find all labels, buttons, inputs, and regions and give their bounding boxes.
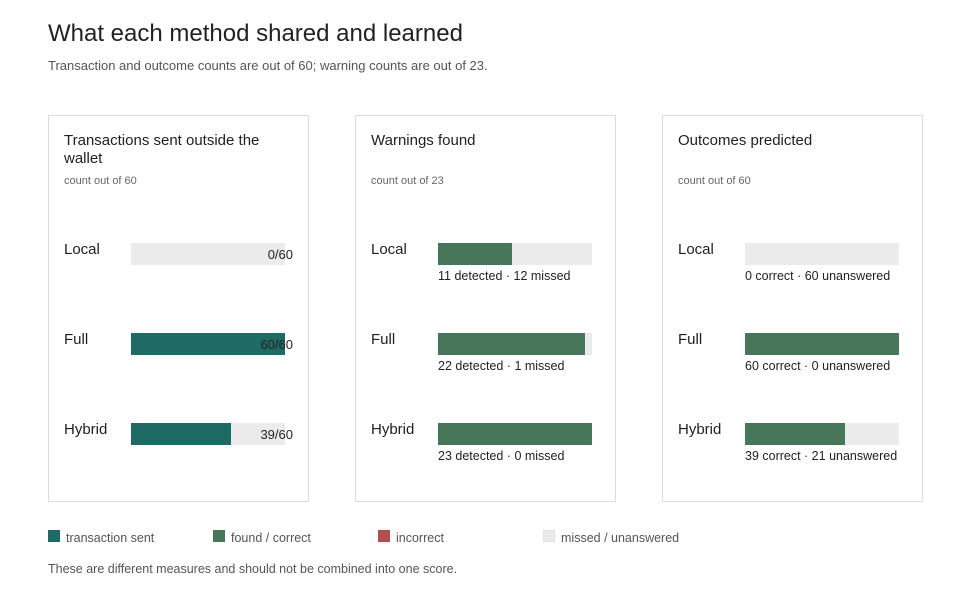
row-full: Full 60 correct · 0 unanswered (663, 331, 922, 391)
bar-fill (131, 333, 285, 355)
outcomes-panel: Outcomes predicted count out of 60 Local 0 … (662, 115, 923, 502)
bar-value-label: 60/60 (260, 337, 293, 352)
panel-note: count out of 60 (678, 175, 751, 187)
category-label: Hybrid (64, 421, 108, 438)
category-label: Local (678, 241, 714, 258)
transactions-panel: Transactions sent outside the wallet coun… (48, 115, 309, 502)
panel-note: count out of 60 (64, 175, 137, 187)
row-full: Full 22 detected · 1 missed (356, 331, 615, 391)
legend-label-transaction-sent: transaction sent (66, 531, 155, 545)
bar-track (131, 423, 285, 445)
bar-value-label: 0/60 (267, 247, 293, 262)
bar-caption: 23 detected · 0 missed (438, 449, 565, 463)
row-hybrid: Hybrid 39 correct · 21 unanswered (663, 421, 922, 481)
legend-swatch-incorrect (378, 530, 390, 542)
legend-swatch-transaction-sent (48, 530, 60, 542)
row-hybrid: Hybrid 39/60 (49, 421, 308, 481)
legend-swatch-missed-unanswered (543, 530, 555, 542)
category-label: Full (678, 331, 703, 348)
bar-track (745, 243, 899, 265)
category-label: Local (371, 241, 407, 258)
category-label: Local (64, 241, 100, 258)
category-label: Full (371, 331, 396, 348)
row-local: Local 0 correct · 60 unanswered (663, 241, 922, 301)
bar-track (438, 333, 592, 355)
bar-track (438, 243, 592, 265)
legend-label-incorrect: incorrect (396, 531, 444, 545)
category-label: Hybrid (371, 421, 415, 438)
bar-track (745, 423, 899, 445)
bar-fill (438, 243, 512, 265)
panel-title: Transactions sent outside the wallet (64, 132, 260, 167)
bar-caption: 11 detected · 12 missed (438, 269, 571, 283)
warnings-panel: Warnings found count out of 23 Local 11 det… (355, 115, 616, 502)
bar-track (745, 333, 899, 355)
bar-caption: 0 correct · 60 unanswered (745, 269, 891, 283)
bar-track (131, 333, 285, 355)
row-full: Full 60/60 (49, 331, 308, 391)
legend-label-missed-unanswered: missed / unanswered (561, 531, 680, 545)
chart-title: What each method shared and learned (48, 20, 463, 47)
legend-label-found-correct: found / correct (231, 531, 311, 545)
panel-title: Warnings found (371, 132, 476, 149)
chart-subtitle: Transaction and outcome counts are out o… (48, 58, 488, 73)
bar-value-label: 39/60 (260, 427, 293, 442)
bar-track (438, 423, 592, 445)
bar-fill (745, 423, 846, 445)
bar-fill (745, 333, 899, 355)
legend-swatch-found-correct (213, 530, 225, 542)
legend: transaction sent found / correct incorre… (0, 530, 960, 548)
category-label: Full (64, 331, 89, 348)
row-hybrid: Hybrid 23 detected · 0 missed (356, 421, 615, 481)
bar-fill (131, 423, 232, 445)
bar-fill (438, 423, 592, 445)
panel-title: Outcomes predicted (678, 132, 813, 149)
bar-track (131, 243, 285, 265)
bar-caption: 22 detected · 1 missed (438, 359, 565, 373)
bar-fill (438, 333, 586, 355)
footnote: These are different measures and should … (48, 562, 458, 576)
panel-note: count out of 23 (371, 175, 444, 187)
bar-caption: 60 correct · 0 unanswered (745, 359, 891, 373)
bar-caption: 39 correct · 21 unanswered (745, 449, 898, 463)
row-local: Local 0/60 (49, 241, 308, 301)
row-local: Local 11 detected · 12 missed (356, 241, 615, 301)
category-label: Hybrid (678, 421, 722, 438)
